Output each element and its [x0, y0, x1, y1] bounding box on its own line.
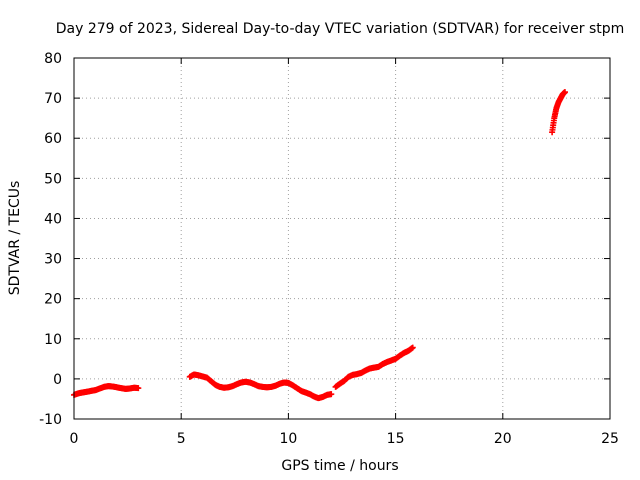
- y-tick-label: -10: [39, 412, 62, 428]
- series-4: [549, 89, 568, 136]
- y-tick-label: 20: [44, 292, 62, 308]
- ticks: [73, 57, 611, 420]
- y-tick-label: 50: [44, 171, 62, 187]
- y-tick-label: 40: [44, 211, 62, 227]
- chart-title: Day 279 of 2023, Sidereal Day-to-day VTE…: [56, 21, 625, 37]
- y-tick-label: 0: [53, 372, 62, 388]
- series-1: [71, 383, 142, 398]
- y-tick-label: 70: [44, 91, 62, 107]
- x-tick-label: 10: [279, 431, 297, 447]
- x-tick-label: 5: [177, 431, 186, 447]
- series-2: [186, 371, 335, 402]
- y-axis-label: SDTVAR / TECUs: [7, 181, 23, 296]
- y-tick-label: 30: [44, 252, 62, 268]
- y-tick-label: 60: [44, 131, 62, 147]
- grid: [74, 58, 610, 419]
- data-point: [561, 89, 568, 96]
- plot-frame: [73, 57, 611, 420]
- y-tick-label: 80: [44, 51, 62, 67]
- x-tick-label: 20: [494, 431, 512, 447]
- y-tick-label: 10: [44, 332, 62, 348]
- data-points: [71, 89, 568, 402]
- tick-labels: 0 5 10 15 20 25 -10 0 10 20 30 40 50 60 70 80: [39, 51, 619, 447]
- x-tick-label: 25: [601, 431, 619, 447]
- series-3: [332, 344, 416, 390]
- data-point: [135, 385, 142, 392]
- x-axis-label: GPS time / hours: [281, 458, 398, 474]
- data-point: [409, 344, 416, 351]
- x-tick-label: 0: [70, 431, 79, 447]
- data-point: [328, 391, 335, 398]
- x-tick-label: 15: [387, 431, 405, 447]
